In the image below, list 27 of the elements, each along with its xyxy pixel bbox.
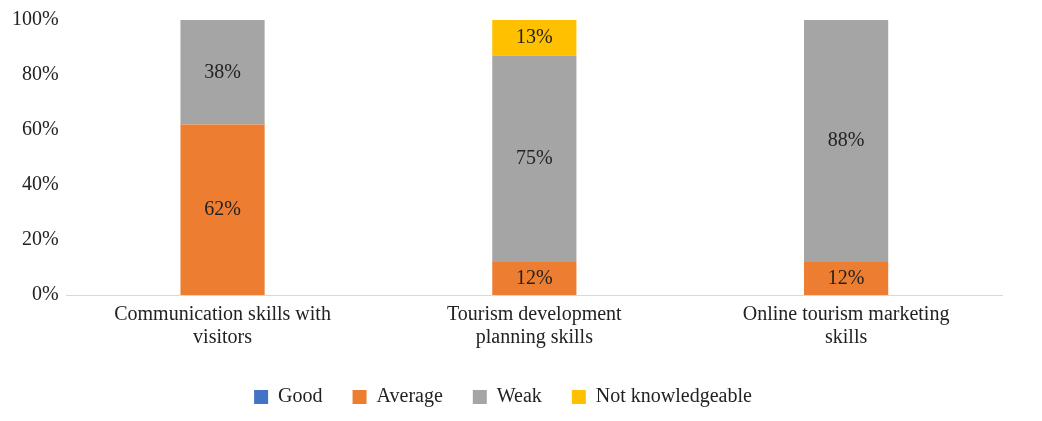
data-label: 13% — [515, 25, 553, 48]
x-tick-label: Tourism development planning skills — [446, 301, 623, 348]
y-tick-label: 80% — [21, 62, 59, 85]
x-tick-label: Communication skills with visitors — [114, 301, 331, 347]
bar — [492, 262, 577, 295]
y-tick-label: 60% — [21, 117, 59, 140]
y-tick-label: 20% — [21, 227, 59, 250]
data-label: 75% — [515, 146, 553, 169]
bar — [804, 20, 889, 262]
legend-label: Average — [376, 384, 443, 408]
data-label: 38% — [204, 59, 241, 82]
y-tick-label: 40% — [21, 172, 59, 195]
data-label: 12% — [515, 265, 553, 288]
x-tick-label: Online tourism marketing skills — [742, 301, 950, 347]
legend-label: Good — [278, 384, 323, 407]
bar — [492, 55, 577, 262]
legend-label: Not knowledgeable — [595, 384, 753, 408]
y-tick-label: 0% — [31, 282, 59, 305]
bar — [492, 20, 577, 56]
bar — [180, 20, 265, 125]
legend-label: Weak — [496, 384, 542, 407]
bar — [804, 262, 889, 295]
data-label: 88% — [827, 128, 865, 151]
data-label: 62% — [204, 197, 241, 219]
data-label: 12% — [827, 265, 865, 288]
y-tick-label: 100% — [11, 7, 59, 30]
bar — [180, 124, 265, 295]
